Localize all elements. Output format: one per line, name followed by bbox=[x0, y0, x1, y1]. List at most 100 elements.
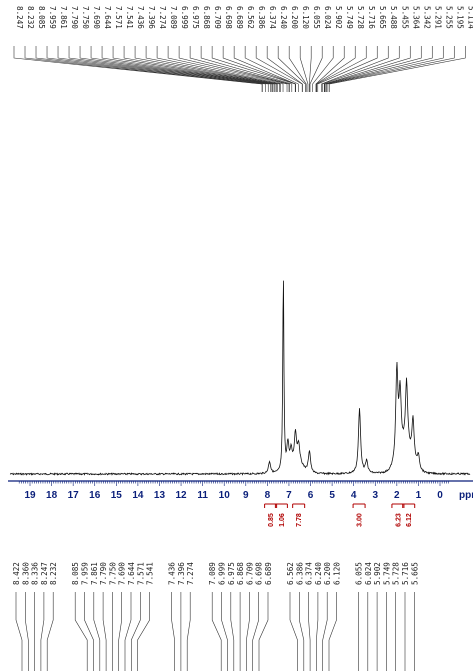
bottom-peak-label: 5.728 bbox=[392, 562, 401, 585]
top-peak-leader-lines bbox=[13, 46, 466, 92]
bottom-peak-leader bbox=[102, 592, 107, 671]
axis-tick-label: 9 bbox=[243, 490, 249, 501]
axis-tick-label: 11 bbox=[197, 490, 208, 501]
top-peak-label: 5.728 bbox=[356, 6, 365, 29]
bottom-peak-label: 5.665 bbox=[410, 562, 419, 585]
axis-tick-label: 19 bbox=[24, 490, 36, 501]
top-peak-label: 7.750 bbox=[81, 6, 90, 29]
top-peak-label: 6.562 bbox=[246, 6, 255, 29]
bottom-peak-label: 6.374 bbox=[305, 562, 314, 585]
top-peak-leader bbox=[24, 46, 263, 92]
top-peak-label: 7.571 bbox=[114, 6, 123, 29]
top-peak-leader bbox=[13, 46, 263, 92]
bottom-peak-label: 8.232 bbox=[49, 562, 58, 585]
top-peak-label: 5.364 bbox=[411, 6, 420, 29]
top-peak-leader bbox=[321, 46, 400, 92]
bottom-peak-leader bbox=[328, 592, 337, 671]
bottom-peak-leader bbox=[246, 592, 250, 671]
bottom-peak-leader bbox=[40, 592, 45, 671]
axis-unit-label: ppm bbox=[459, 490, 473, 501]
bottom-peak-leader bbox=[252, 592, 260, 671]
top-peak-label: 6.055 bbox=[312, 6, 321, 29]
bottom-peak-leader bbox=[46, 592, 54, 671]
bottom-peak-label: 6.240 bbox=[314, 562, 323, 585]
top-peak-leader bbox=[123, 46, 278, 92]
axis-tick-label: 0 bbox=[437, 490, 443, 501]
top-peak-label: 5.455 bbox=[400, 6, 409, 29]
top-peak-label: 8.085 bbox=[37, 6, 46, 29]
top-peak-leader bbox=[35, 46, 266, 92]
top-peak-label: 7.644 bbox=[103, 6, 112, 29]
bottom-peak-label: 6.120 bbox=[333, 562, 342, 585]
axis-tick-label: 5 bbox=[329, 490, 335, 501]
bottom-peak-leader bbox=[298, 592, 305, 671]
integral-value: 0.85 bbox=[268, 513, 275, 527]
bottom-peak-label: 6.709 bbox=[245, 562, 254, 585]
top-peak-label: 7.959 bbox=[48, 6, 57, 29]
axis-tick-label: 17 bbox=[68, 490, 80, 501]
axis-tick-label: 18 bbox=[46, 490, 58, 501]
top-peak-leader bbox=[312, 46, 334, 92]
top-peak-label: 7.790 bbox=[70, 6, 79, 29]
bottom-peak-label: 7.644 bbox=[127, 562, 136, 585]
top-peak-label: 7.690 bbox=[92, 6, 101, 29]
bottom-peak-leader bbox=[211, 592, 222, 671]
top-peak-label: 6.200 bbox=[290, 6, 299, 29]
top-peak-label: 5.114 bbox=[466, 6, 473, 29]
top-peak-leader bbox=[112, 46, 277, 92]
axis-tick-label: 4 bbox=[351, 490, 357, 501]
top-peak-label: 7.089 bbox=[169, 6, 178, 29]
bottom-peak-label: 6.562 bbox=[286, 562, 295, 585]
top-peak-leader bbox=[316, 46, 367, 92]
top-peak-label: 5.291 bbox=[433, 6, 442, 29]
bottom-peak-label: 7.571 bbox=[136, 562, 145, 585]
top-peak-leader bbox=[167, 46, 288, 92]
top-peak-label: 7.396 bbox=[147, 6, 156, 29]
bottom-peak-leader bbox=[316, 592, 319, 671]
top-peak-label: 5.902 bbox=[334, 6, 343, 29]
bottom-peak-leader bbox=[308, 592, 311, 671]
top-peak-label: 8.232 bbox=[26, 6, 35, 29]
top-peak-leader bbox=[46, 46, 269, 92]
top-peak-label: 5.716 bbox=[367, 6, 376, 29]
bottom-peak-label: 5.749 bbox=[382, 562, 391, 585]
bottom-peak-label: 7.790 bbox=[99, 562, 108, 585]
top-peak-label: 7.861 bbox=[59, 6, 68, 29]
axis-tick-label: 8 bbox=[265, 490, 271, 501]
bottom-peak-label: 5.902 bbox=[373, 562, 382, 585]
integral-value: 6.12 bbox=[406, 513, 413, 527]
top-peak-label: 5.342 bbox=[422, 6, 431, 29]
integral-value: 6.23 bbox=[395, 513, 402, 527]
bottom-peak-leader bbox=[221, 592, 228, 671]
bottom-peak-label: 7.436 bbox=[168, 562, 177, 585]
top-peak-label: 6.120 bbox=[301, 6, 310, 29]
top-peak-leader bbox=[68, 46, 273, 92]
top-peak-leader bbox=[200, 46, 293, 92]
bottom-peak-label: 7.690 bbox=[118, 562, 127, 585]
top-peak-label: 6.240 bbox=[279, 6, 288, 29]
bottom-peak-label: 7.541 bbox=[146, 562, 155, 585]
top-peak-leader bbox=[309, 46, 312, 92]
axis-tick-label: 10 bbox=[219, 490, 231, 501]
axis-tick-label: 2 bbox=[394, 490, 400, 501]
bottom-peak-label: 7.861 bbox=[90, 562, 99, 585]
top-peak-leader bbox=[317, 46, 378, 92]
bottom-peak-label: 8.422 bbox=[12, 562, 21, 585]
axis-tick-label: 6 bbox=[308, 490, 314, 501]
top-peak-leader bbox=[90, 46, 275, 92]
top-peak-label: 7.436 bbox=[136, 6, 145, 29]
axis-tick-label: 16 bbox=[89, 490, 101, 501]
axis-tick-label: 12 bbox=[175, 490, 187, 501]
top-peak-label: 6.975 bbox=[191, 6, 200, 29]
top-peak-leader bbox=[156, 46, 284, 92]
axis-tick-label: 1 bbox=[416, 490, 422, 501]
bottom-peak-leader bbox=[74, 592, 88, 671]
top-peak-label: 6.374 bbox=[268, 6, 277, 29]
bottom-peak-label: 7.274 bbox=[186, 562, 195, 585]
top-peak-label: 5.749 bbox=[345, 6, 354, 29]
axis-tick-label: 15 bbox=[111, 490, 123, 501]
integral-value: 1.06 bbox=[279, 513, 286, 527]
top-peak-leader bbox=[57, 46, 271, 92]
top-peak-label: 7.541 bbox=[125, 6, 134, 29]
bottom-peak-leader bbox=[15, 592, 23, 671]
